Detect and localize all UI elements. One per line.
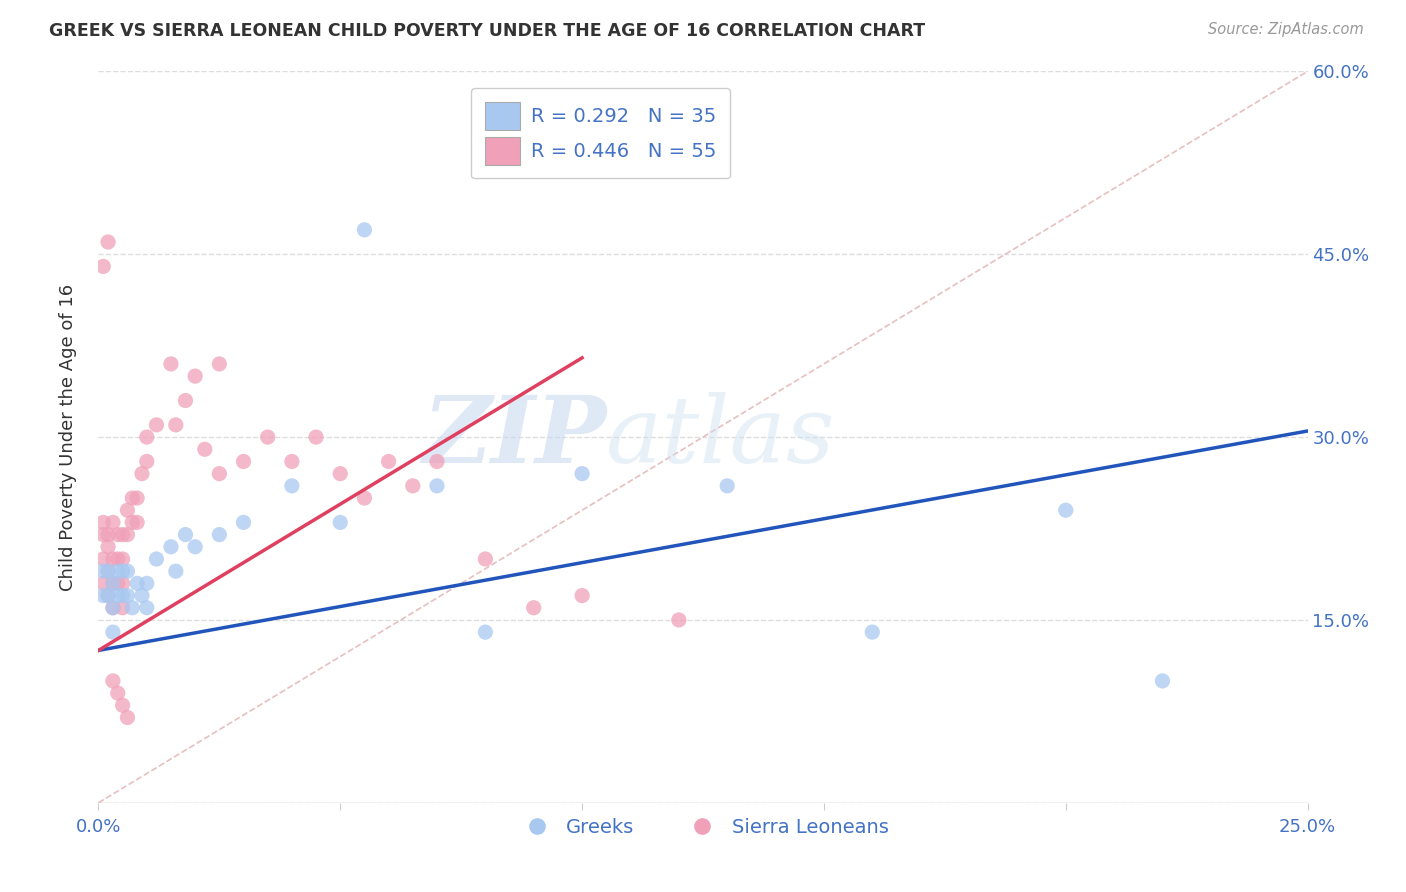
Point xyxy=(135,576,157,591)
Point xyxy=(716,479,738,493)
Point xyxy=(160,540,183,554)
Point xyxy=(91,564,114,578)
Point xyxy=(135,430,157,444)
Point xyxy=(97,540,120,554)
Point xyxy=(145,417,167,432)
Point xyxy=(101,552,124,566)
Point xyxy=(91,527,114,541)
Point xyxy=(111,698,134,713)
Point xyxy=(97,589,120,603)
Point xyxy=(329,467,352,481)
Point xyxy=(107,589,129,603)
Point xyxy=(256,430,278,444)
Point xyxy=(426,454,449,468)
Point xyxy=(305,430,328,444)
Point xyxy=(91,260,114,274)
Point xyxy=(101,625,124,640)
Point xyxy=(232,454,254,468)
Point xyxy=(184,369,207,384)
Legend: Greeks, Sierra Leoneans: Greeks, Sierra Leoneans xyxy=(510,810,896,845)
Point xyxy=(107,564,129,578)
Point xyxy=(174,393,197,408)
Point xyxy=(97,527,120,541)
Point xyxy=(145,552,167,566)
Point xyxy=(117,589,139,603)
Point xyxy=(111,589,134,603)
Point xyxy=(353,491,375,505)
Point xyxy=(165,564,187,578)
Point xyxy=(91,516,114,530)
Point xyxy=(91,552,114,566)
Point xyxy=(91,576,114,591)
Point xyxy=(107,576,129,591)
Point xyxy=(194,442,217,457)
Point xyxy=(160,357,183,371)
Y-axis label: Child Poverty Under the Age of 16: Child Poverty Under the Age of 16 xyxy=(59,284,77,591)
Point xyxy=(1054,503,1077,517)
Point xyxy=(107,686,129,700)
Point xyxy=(377,454,399,468)
Point xyxy=(232,516,254,530)
Point xyxy=(111,564,134,578)
Point xyxy=(117,503,139,517)
Point xyxy=(523,600,546,615)
Point xyxy=(111,527,134,541)
Point xyxy=(101,673,124,688)
Point xyxy=(281,479,304,493)
Point xyxy=(101,576,124,591)
Text: atlas: atlas xyxy=(606,392,835,482)
Point xyxy=(117,710,139,724)
Point xyxy=(111,576,134,591)
Point xyxy=(91,589,114,603)
Point xyxy=(97,564,120,578)
Point xyxy=(184,540,207,554)
Point xyxy=(426,479,449,493)
Text: Source: ZipAtlas.com: Source: ZipAtlas.com xyxy=(1208,22,1364,37)
Point xyxy=(121,491,143,505)
Point xyxy=(101,600,124,615)
Point xyxy=(101,516,124,530)
Point xyxy=(101,600,124,615)
Point xyxy=(353,223,375,237)
Point xyxy=(117,527,139,541)
Point xyxy=(101,576,124,591)
Point xyxy=(97,564,120,578)
Point xyxy=(121,516,143,530)
Point xyxy=(165,417,187,432)
Point xyxy=(135,454,157,468)
Text: ZIP: ZIP xyxy=(422,392,606,482)
Point xyxy=(121,600,143,615)
Point xyxy=(117,564,139,578)
Point xyxy=(107,552,129,566)
Point xyxy=(131,467,153,481)
Point xyxy=(208,467,231,481)
Text: GREEK VS SIERRA LEONEAN CHILD POVERTY UNDER THE AGE OF 16 CORRELATION CHART: GREEK VS SIERRA LEONEAN CHILD POVERTY UN… xyxy=(49,22,925,40)
Point xyxy=(281,454,304,468)
Point xyxy=(127,516,149,530)
Point xyxy=(111,552,134,566)
Point xyxy=(131,589,153,603)
Point xyxy=(208,527,231,541)
Point xyxy=(668,613,690,627)
Point xyxy=(127,576,149,591)
Point xyxy=(571,467,593,481)
Point xyxy=(571,589,593,603)
Point xyxy=(402,479,425,493)
Point xyxy=(107,527,129,541)
Point xyxy=(135,600,157,615)
Point xyxy=(111,600,134,615)
Point xyxy=(97,235,120,249)
Point xyxy=(208,357,231,371)
Point xyxy=(474,552,496,566)
Point xyxy=(97,589,120,603)
Point xyxy=(329,516,352,530)
Point xyxy=(127,491,149,505)
Point xyxy=(174,527,197,541)
Point xyxy=(474,625,496,640)
Point xyxy=(860,625,883,640)
Point xyxy=(1152,673,1174,688)
